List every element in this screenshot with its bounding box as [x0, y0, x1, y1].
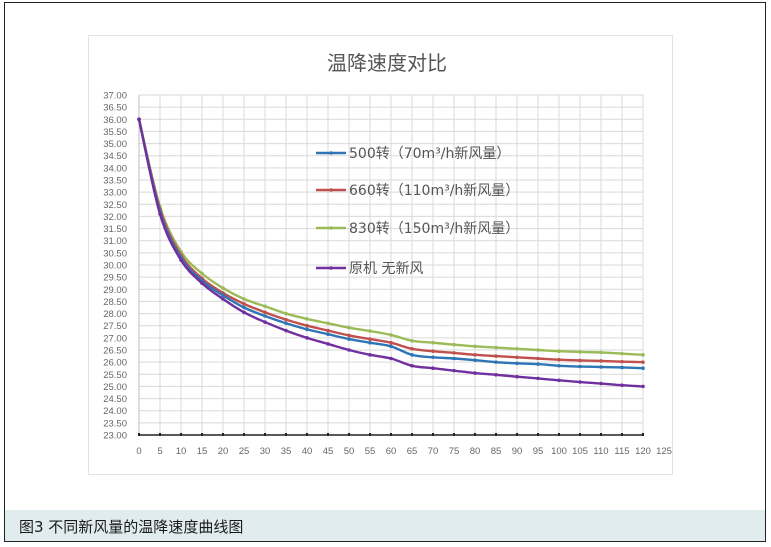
x-tick-label: 65: [407, 446, 418, 457]
y-tick-label: 27.00: [103, 333, 127, 344]
x-tick-label: 15: [197, 446, 208, 457]
x-tick-label: 50: [344, 446, 355, 457]
legend-item-1: 660转（110m³/h新风量）: [316, 183, 519, 199]
x-tick-label: 75: [449, 446, 460, 457]
legend-label: 原机 无新风: [349, 261, 423, 277]
x-tick-label: 55: [365, 446, 376, 457]
y-tick-label: 36.00: [103, 115, 127, 126]
legend-item-2: 830转（150m³/h新风量）: [316, 221, 519, 237]
y-tick-label: 31.50: [103, 224, 127, 235]
y-tick-label: 33.00: [103, 188, 127, 199]
y-tick-label: 24.50: [103, 394, 127, 405]
y-tick-label: 32.50: [103, 200, 127, 211]
y-tick-label: 34.50: [103, 151, 127, 162]
legend-item-3: 原机 无新风: [316, 261, 423, 277]
x-tick-label: 90: [512, 446, 523, 457]
y-tick-label: 29.50: [103, 273, 127, 284]
x-tick-label: 45: [323, 446, 334, 457]
figure-caption-bar: 图3 不同新风量的温降速度曲线图: [5, 510, 765, 541]
y-tick-label: 30.50: [103, 248, 127, 259]
legend-label: 660转（110m³/h新风量）: [349, 183, 519, 199]
x-tick-label: 85: [491, 446, 502, 457]
legend-item-0: 500转（70m³/h新风量）: [316, 146, 510, 162]
x-tick-label: 95: [533, 446, 544, 457]
y-tick-label: 34.00: [103, 163, 127, 174]
series-line-2: [137, 117, 645, 357]
figure-caption: 图3 不同新风量的温降速度曲线图: [19, 518, 244, 536]
y-tick-label: 37.00: [103, 91, 127, 102]
x-tick-label: 60: [386, 446, 397, 457]
chart-gridlines: [138, 94, 644, 435]
y-tick-label: 33.50: [103, 176, 127, 187]
x-tick-label: 80: [470, 446, 481, 457]
x-tick-label: 110: [593, 446, 608, 457]
y-tick-label: 28.00: [103, 309, 127, 320]
x-tick-label: 20: [218, 446, 229, 457]
x-tick-label: 70: [428, 446, 439, 457]
x-tick-label: 115: [614, 446, 629, 457]
series-line-3: [137, 117, 645, 389]
x-tick-label: 10: [176, 446, 187, 457]
y-tick-label: 35.50: [103, 127, 127, 138]
x-tick-label: 120: [635, 446, 651, 457]
y-tick-label: 30.00: [103, 261, 127, 272]
y-tick-label: 24.00: [103, 406, 127, 417]
x-tick-label: 0: [136, 446, 141, 457]
legend-label: 500转（70m³/h新风量）: [349, 146, 510, 162]
chart-axes: [138, 95, 644, 436]
y-tick-label: 23.50: [103, 418, 127, 429]
x-tick-label: 25: [239, 446, 250, 457]
y-tick-label: 25.50: [103, 370, 127, 381]
y-tick-label: 31.00: [103, 236, 127, 247]
y-tick-label: 35.00: [103, 139, 127, 150]
y-tick-label: 36.50: [103, 103, 127, 114]
x-tick-label: 35: [281, 446, 292, 457]
x-tick-label: 5: [157, 446, 162, 457]
y-tick-label: 23.00: [103, 431, 127, 442]
x-tick-label: 125: [656, 446, 672, 457]
y-tick-label: 27.50: [103, 321, 127, 332]
x-tick-label: 105: [572, 446, 588, 457]
y-tick-label: 32.00: [103, 212, 127, 223]
legend-label: 830转（150m³/h新风量）: [349, 221, 519, 237]
y-tick-label: 28.50: [103, 297, 127, 308]
y-tick-label: 26.00: [103, 358, 127, 369]
chart-title: 温降速度对比: [327, 51, 447, 75]
chart-area: [88, 35, 673, 475]
y-tick-label: 25.00: [103, 382, 127, 393]
x-axis-ticks: 0 5 10 15 20 25 30 35 40 45 50 55 60 65 70 75 80 85 90 95 10…: [136, 446, 672, 457]
x-tick-label: 100: [551, 446, 567, 457]
chart-legend: 500转（70m³/h新风量） 660转（110m³/h新风量） 830转（150m…: [316, 146, 519, 277]
x-tick-label: 30: [260, 446, 271, 457]
y-tick-label: 26.50: [103, 346, 127, 357]
y-tick-label: 29.00: [103, 285, 127, 296]
chart-series: [137, 117, 645, 389]
x-tick-label: 40: [302, 446, 313, 457]
